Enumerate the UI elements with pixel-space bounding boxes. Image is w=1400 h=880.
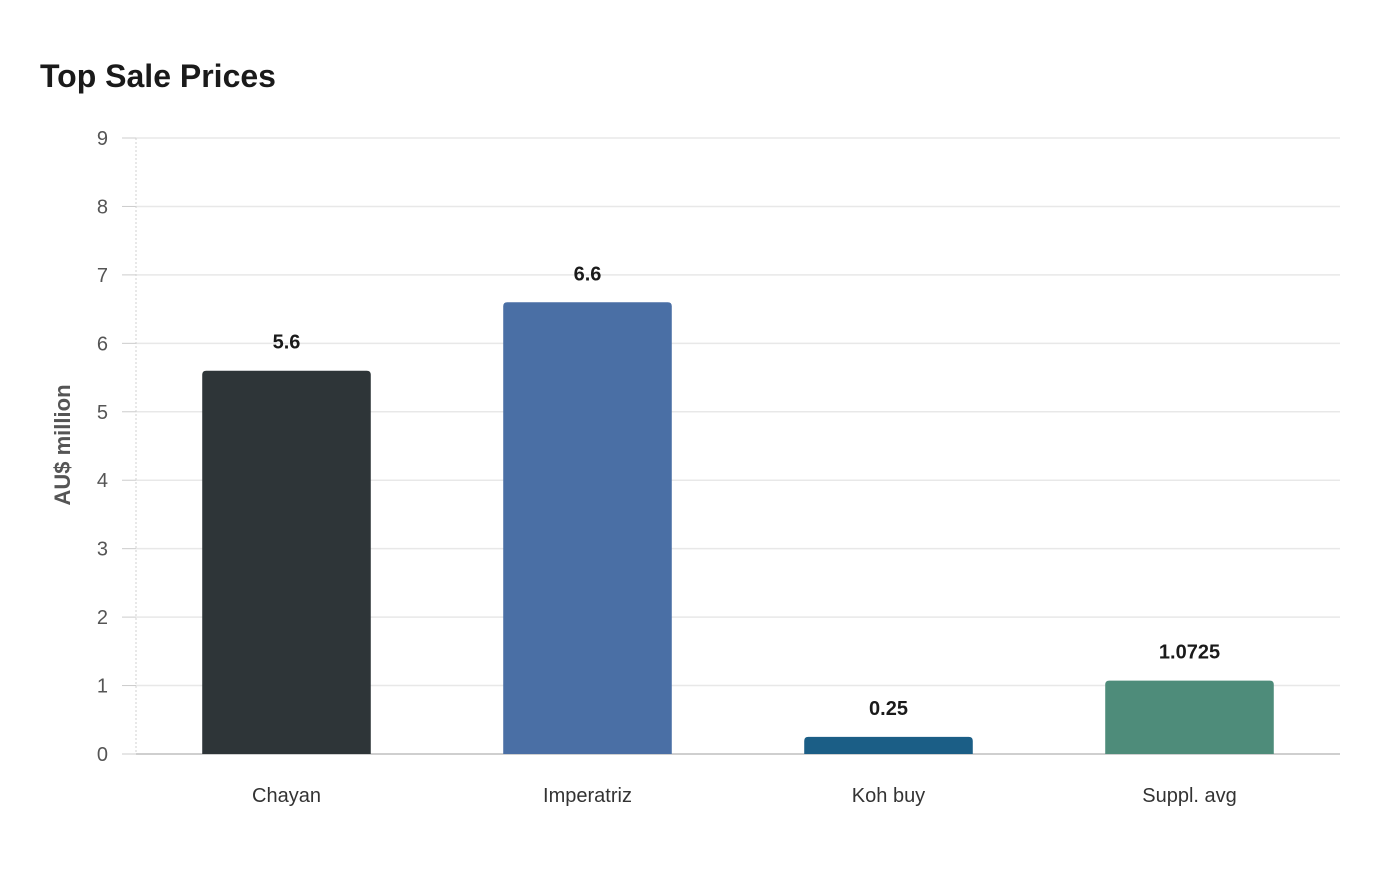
data-label-1: 6.6 [574, 263, 602, 285]
data-labels: 5.6 6.6 0.25 1.0725 [273, 263, 1220, 720]
y-tick-label-9: 9 [97, 128, 108, 150]
bar-koh-buy [804, 736, 973, 754]
y-tick-label-5: 5 [97, 402, 108, 424]
category-label-2: Koh buy [852, 785, 925, 807]
y-tick-labels: 0 1 2 3 4 5 6 7 8 9 [97, 128, 108, 766]
y-tick-label-4: 4 [97, 470, 108, 492]
chart-title: Top Sale Prices [40, 58, 276, 94]
data-label-2: 0.25 [869, 698, 908, 720]
y-axis-title: AU$ million [50, 384, 75, 505]
y-tick-label-7: 7 [97, 265, 108, 287]
bars [202, 302, 1274, 754]
category-label-0: Chayan [252, 785, 321, 807]
y-tick-label-8: 8 [97, 196, 108, 218]
y-tick-label-3: 3 [97, 539, 108, 561]
category-label-3: Suppl. avg [1142, 785, 1237, 807]
y-tick-label-1: 1 [97, 676, 108, 698]
category-labels: Chayan Imperatriz Koh buy Suppl. avg [252, 785, 1237, 807]
bar-suppl-avg [1105, 680, 1274, 754]
bar-chayan [202, 370, 371, 754]
y-tick-label-6: 6 [97, 333, 108, 355]
category-label-1: Imperatriz [543, 785, 632, 807]
y-tick-label-2: 2 [97, 607, 108, 629]
data-label-0: 5.6 [273, 332, 301, 354]
data-label-3: 1.0725 [1159, 642, 1220, 664]
bar-imperatriz [503, 302, 672, 754]
y-tick-label-0: 0 [97, 744, 108, 766]
